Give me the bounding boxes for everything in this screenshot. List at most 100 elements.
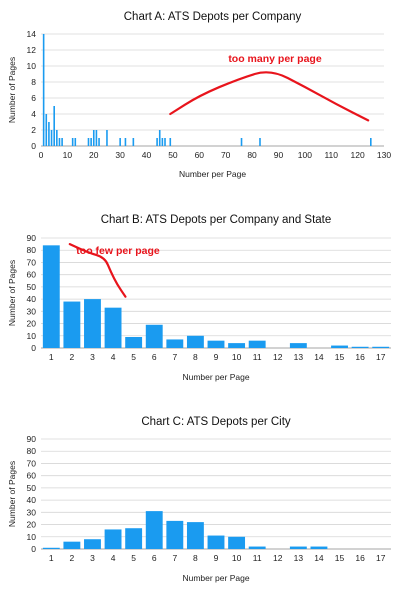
chart-c: Chart C: ATS Depots per City 0 10 20 30 40 50 6… xyxy=(7,416,391,583)
x-tick-label: 6 xyxy=(152,553,157,563)
y-tick-label: 70 xyxy=(27,458,37,468)
x-tick-label: 110 xyxy=(324,150,338,160)
x-tick-label: 90 xyxy=(274,150,284,160)
y-tick-label: 0 xyxy=(31,544,36,554)
x-tick-label: 10 xyxy=(232,352,242,362)
bar xyxy=(45,114,48,146)
x-tick-label: 15 xyxy=(335,553,345,563)
x-tick-label: 3 xyxy=(90,553,95,563)
x-tick-label: 8 xyxy=(193,553,198,563)
bar xyxy=(124,138,127,146)
x-tick-label: 11 xyxy=(253,553,262,563)
x-tick-label: 3 xyxy=(90,352,95,362)
chart-title: Chart C: ATS Depots per City xyxy=(141,416,291,428)
x-tick-label: 10 xyxy=(63,150,73,160)
bar xyxy=(331,345,348,348)
y-axis-label: Number of Pages xyxy=(7,260,17,326)
x-tick-label: 2 xyxy=(70,352,75,362)
bar xyxy=(240,138,243,146)
chart-title: Chart B: ATS Depots per Company and Stat… xyxy=(101,214,332,226)
x-tick-label: 7 xyxy=(172,553,177,563)
x-tick-label: 100 xyxy=(298,150,312,160)
x-axis-label: Number per Page xyxy=(182,573,249,583)
y-tick-label: 10 xyxy=(27,331,37,341)
bar xyxy=(156,138,158,146)
bar xyxy=(56,130,58,146)
bar xyxy=(98,138,100,146)
x-tick-label: 17 xyxy=(376,553,386,563)
bar xyxy=(125,337,143,348)
x-tick-label: 50 xyxy=(168,150,178,160)
annotation-label: too many per page xyxy=(228,53,322,65)
y-tick-label: 2 xyxy=(31,125,36,135)
bar xyxy=(95,130,98,146)
y-tick-label: 60 xyxy=(27,471,37,481)
x-tick-label: 60 xyxy=(195,150,205,160)
bar xyxy=(84,539,101,549)
bar xyxy=(63,301,81,348)
y-tick-label: 0 xyxy=(31,141,36,151)
bar xyxy=(372,346,390,348)
bar xyxy=(42,547,60,549)
bar xyxy=(132,138,135,146)
x-tick-label: 13 xyxy=(294,352,304,362)
x-tick-label: 12 xyxy=(273,352,283,362)
y-tick-label: 80 xyxy=(27,446,37,456)
bar xyxy=(125,528,143,549)
bar xyxy=(42,245,60,348)
bar xyxy=(289,343,307,348)
bar xyxy=(207,535,225,549)
y-tick-label: 60 xyxy=(27,270,37,280)
chart-b: Chart B: ATS Depots per Company and Stat… xyxy=(7,214,391,382)
x-tick-label: 7 xyxy=(172,352,177,362)
x-tick-label: 1 xyxy=(49,352,54,362)
x-tick-label: 15 xyxy=(335,352,345,362)
x-tick-label: 20 xyxy=(89,150,99,160)
x-axis-label: Number per Page xyxy=(182,372,249,382)
x-tick-label: 9 xyxy=(214,553,219,563)
y-tick-label: 20 xyxy=(27,319,37,329)
x-tick-label: 14 xyxy=(314,553,324,563)
annotation-label: too few per page xyxy=(76,245,160,257)
bar xyxy=(166,520,184,549)
x-tick-label: 13 xyxy=(294,553,304,563)
bar xyxy=(248,546,266,549)
bar xyxy=(228,536,246,549)
bar xyxy=(42,34,45,146)
bar xyxy=(145,324,163,348)
bar xyxy=(186,335,204,348)
y-tick-label: 4 xyxy=(31,109,36,119)
x-tick-label: 9 xyxy=(214,352,219,362)
y-tick-label: 14 xyxy=(27,29,37,39)
y-tick-label: 40 xyxy=(27,495,37,505)
x-tick-label: 0 xyxy=(39,150,44,160)
bar xyxy=(119,138,121,146)
annotation-curve xyxy=(68,243,127,298)
bar xyxy=(63,541,81,549)
bar xyxy=(53,106,55,146)
y-tick-label: 70 xyxy=(27,257,37,267)
bar xyxy=(169,138,172,146)
bar xyxy=(186,522,204,549)
x-tick-label: 6 xyxy=(152,352,157,362)
bar xyxy=(90,138,92,146)
bar xyxy=(104,529,122,549)
bar xyxy=(351,346,369,348)
bar xyxy=(207,340,225,348)
y-tick-label: 30 xyxy=(27,306,37,316)
y-tick-label: 30 xyxy=(27,507,37,517)
x-tick-label: 130 xyxy=(377,150,391,160)
bar xyxy=(370,138,372,146)
y-tick-label: 0 xyxy=(31,343,36,353)
x-tick-label: 16 xyxy=(355,352,365,362)
x-tick-label: 14 xyxy=(314,352,324,362)
bar xyxy=(248,340,266,348)
x-tick-label: 40 xyxy=(142,150,152,160)
x-tick-label: 80 xyxy=(247,150,257,160)
y-tick-label: 80 xyxy=(27,245,37,255)
x-tick-label: 30 xyxy=(115,150,125,160)
bar xyxy=(259,138,261,146)
bar xyxy=(106,130,108,146)
y-axis-label: Number of Pages xyxy=(7,57,17,123)
